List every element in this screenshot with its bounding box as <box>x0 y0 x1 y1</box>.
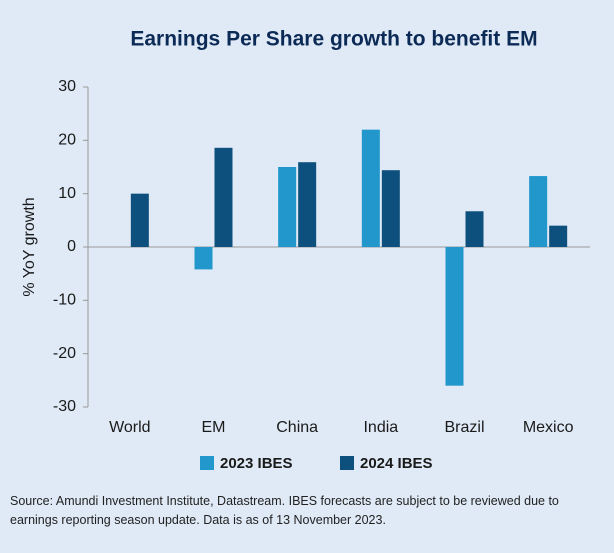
x-tick-label: India <box>363 419 398 436</box>
y-axis-label: % YoY growth <box>21 197 38 296</box>
bar <box>529 176 548 247</box>
source-note: Source: Amundi Investment Institute, Dat… <box>10 494 559 527</box>
bar <box>549 225 568 247</box>
bar <box>445 247 464 386</box>
x-tick-label: Brazil <box>444 419 484 436</box>
bar <box>214 147 233 247</box>
legend-label: 2024 IBES <box>360 455 433 472</box>
y-tick-label: 20 <box>58 132 76 149</box>
legend-swatch <box>200 456 214 470</box>
bar <box>465 211 484 247</box>
bar <box>194 247 213 270</box>
legend-swatch <box>340 456 354 470</box>
y-tick-label: -10 <box>53 292 76 309</box>
x-tick-label: EM <box>202 419 226 436</box>
bar <box>298 162 317 247</box>
bar <box>278 167 297 247</box>
bar <box>130 193 149 247</box>
y-tick-label: -30 <box>53 398 76 415</box>
y-tick-label: -20 <box>53 345 76 362</box>
chart-title: Earnings Per Share growth to benefit EM <box>130 28 537 51</box>
y-tick-label: 10 <box>58 185 76 202</box>
chart: Earnings Per Share growth to benefit EM … <box>21 28 590 472</box>
x-tick-label: China <box>276 419 318 436</box>
x-tick-label: Mexico <box>523 419 574 436</box>
bar <box>381 170 400 247</box>
y-tick-label: 30 <box>58 78 76 95</box>
legend-label: 2023 IBES <box>220 455 293 472</box>
bar <box>361 129 380 247</box>
y-tick-label: 0 <box>67 238 76 255</box>
x-tick-label: World <box>109 419 151 436</box>
